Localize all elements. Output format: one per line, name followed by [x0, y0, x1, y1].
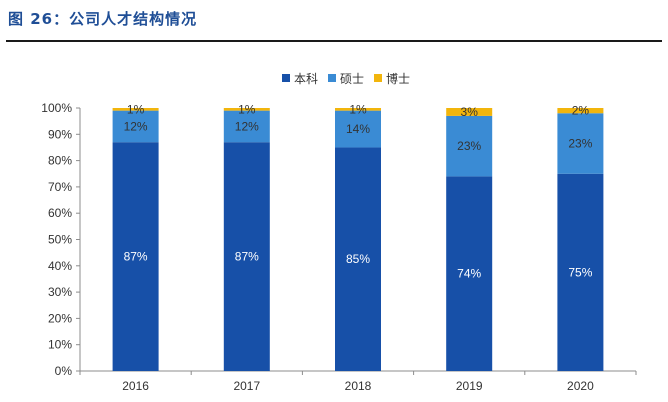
bar-value-label: 23%: [568, 137, 592, 151]
bar-segment: [446, 176, 493, 371]
bar-value-label: 23%: [457, 139, 481, 153]
y-tick-label: 90%: [48, 127, 72, 141]
bar-segment: [112, 110, 159, 143]
legend-label: 博士: [386, 71, 410, 86]
bar-value-label: 75%: [568, 265, 592, 279]
bar-value-label: 87%: [235, 250, 259, 264]
y-tick-label: 10%: [48, 338, 72, 352]
bar-value-label: 14%: [346, 122, 370, 136]
bar-segment: [446, 115, 493, 177]
legend-swatch: [282, 74, 290, 82]
bar-value-label: 12%: [124, 119, 148, 133]
x-tick-label: 2019: [456, 379, 483, 393]
y-tick-label: 0%: [55, 364, 73, 378]
figure-title: 图 26：公司人才结构情况: [8, 10, 198, 28]
x-tick-label: 2016: [122, 379, 149, 393]
y-tick-label: 80%: [48, 154, 72, 168]
y-tick-label: 40%: [48, 259, 72, 273]
bar-segment: [335, 108, 381, 111]
bar-value-label: 2%: [572, 104, 590, 118]
y-tick-label: 20%: [48, 311, 72, 325]
bar-value-label: 87%: [124, 250, 148, 264]
bar-value-label: 74%: [457, 267, 481, 281]
bar-segment: [446, 108, 493, 116]
x-tick-label: 2020: [567, 379, 594, 393]
bar-segment: [557, 113, 604, 174]
bar-segment: [557, 108, 604, 114]
bar-value-label: 85%: [346, 252, 370, 266]
bar-value-label: 1%: [127, 102, 145, 116]
bar-segment: [223, 142, 270, 371]
bar-segment: [223, 108, 270, 111]
x-tick-label: 2018: [345, 379, 372, 393]
bar-value-label: 1%: [349, 102, 367, 116]
bar-value-label: 12%: [235, 119, 259, 133]
y-tick-label: 60%: [48, 206, 72, 220]
y-tick-label: 50%: [48, 233, 72, 247]
bar-segment: [112, 108, 159, 111]
bar-segment: [335, 110, 381, 148]
y-tick-label: 100%: [41, 101, 72, 115]
y-tick-label: 70%: [48, 180, 72, 194]
legend-label: 本科: [294, 72, 318, 86]
bar-value-label: 1%: [238, 102, 256, 116]
title-divider: [6, 40, 662, 42]
legend-swatch: [328, 74, 336, 82]
bar-segment: [557, 173, 604, 371]
bar-segment: [223, 110, 270, 143]
legend-swatch: [374, 74, 382, 82]
bar-segment: [112, 142, 159, 371]
bar-segment: [335, 147, 381, 371]
x-tick-label: 2017: [233, 379, 260, 393]
bar-value-label: 3%: [461, 105, 479, 119]
legend-label: 硕士: [340, 72, 364, 86]
y-tick-label: 30%: [48, 285, 72, 299]
